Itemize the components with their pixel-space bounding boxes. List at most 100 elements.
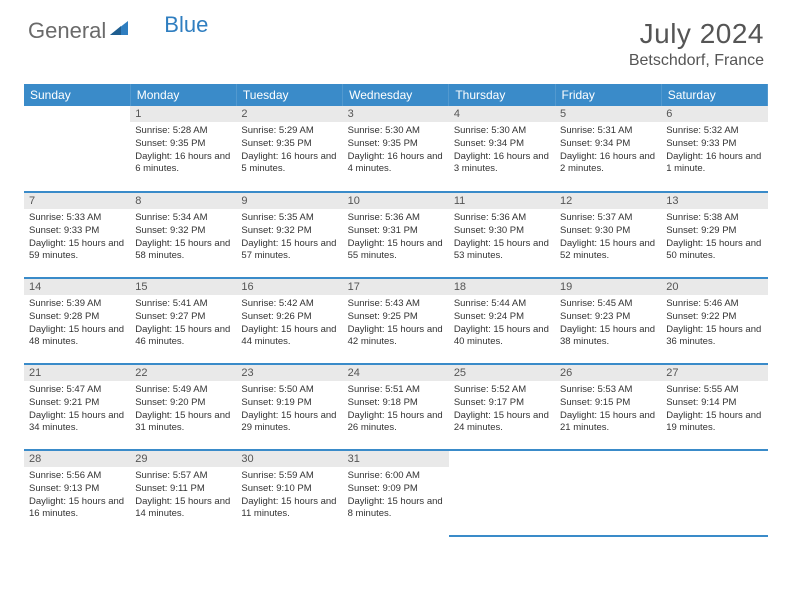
day-cell: 24Sunrise: 5:51 AMSunset: 9:18 PMDayligh… xyxy=(343,364,449,450)
logo: General Blue xyxy=(28,18,208,44)
week-row: 1Sunrise: 5:28 AMSunset: 9:35 PMDaylight… xyxy=(24,106,768,192)
day-cell: 3Sunrise: 5:30 AMSunset: 9:35 PMDaylight… xyxy=(343,106,449,192)
logo-text-blue: Blue xyxy=(164,12,208,38)
day-cell: 11Sunrise: 5:36 AMSunset: 9:30 PMDayligh… xyxy=(449,192,555,278)
day-info: Sunrise: 5:55 AMSunset: 9:14 PMDaylight:… xyxy=(661,381,767,439)
day-number: 19 xyxy=(555,279,661,295)
day-info: Sunrise: 5:36 AMSunset: 9:31 PMDaylight:… xyxy=(343,209,449,267)
day-cell: 7Sunrise: 5:33 AMSunset: 9:33 PMDaylight… xyxy=(24,192,130,278)
day-info: Sunrise: 5:53 AMSunset: 9:15 PMDaylight:… xyxy=(555,381,661,439)
week-row: 28Sunrise: 5:56 AMSunset: 9:13 PMDayligh… xyxy=(24,450,768,536)
day-number: 8 xyxy=(130,193,236,209)
day-number: 13 xyxy=(661,193,767,209)
day-cell: 5Sunrise: 5:31 AMSunset: 9:34 PMDaylight… xyxy=(555,106,661,192)
day-info: Sunrise: 5:46 AMSunset: 9:22 PMDaylight:… xyxy=(661,295,767,353)
day-info: Sunrise: 5:51 AMSunset: 9:18 PMDaylight:… xyxy=(343,381,449,439)
day-info: Sunrise: 5:39 AMSunset: 9:28 PMDaylight:… xyxy=(24,295,130,353)
day-info: Sunrise: 5:59 AMSunset: 9:10 PMDaylight:… xyxy=(236,467,342,525)
day-number: 6 xyxy=(661,106,767,122)
day-info: Sunrise: 6:00 AMSunset: 9:09 PMDaylight:… xyxy=(343,467,449,525)
day-cell: 1Sunrise: 5:28 AMSunset: 9:35 PMDaylight… xyxy=(130,106,236,192)
day-cell: 31Sunrise: 6:00 AMSunset: 9:09 PMDayligh… xyxy=(343,450,449,536)
day-cell: 9Sunrise: 5:35 AMSunset: 9:32 PMDaylight… xyxy=(236,192,342,278)
day-info: Sunrise: 5:43 AMSunset: 9:25 PMDaylight:… xyxy=(343,295,449,353)
day-cell: 26Sunrise: 5:53 AMSunset: 9:15 PMDayligh… xyxy=(555,364,661,450)
title-block: July 2024 Betschdorf, France xyxy=(629,18,764,70)
week-row: 7Sunrise: 5:33 AMSunset: 9:33 PMDaylight… xyxy=(24,192,768,278)
logo-triangle-icon xyxy=(110,15,128,41)
day-cell: 2Sunrise: 5:29 AMSunset: 9:35 PMDaylight… xyxy=(236,106,342,192)
day-number: 7 xyxy=(24,193,130,209)
day-number: 11 xyxy=(449,193,555,209)
day-header: Wednesday xyxy=(343,84,449,106)
day-number: 23 xyxy=(236,365,342,381)
day-info: Sunrise: 5:47 AMSunset: 9:21 PMDaylight:… xyxy=(24,381,130,439)
day-header: Sunday xyxy=(24,84,130,106)
day-cell: 15Sunrise: 5:41 AMSunset: 9:27 PMDayligh… xyxy=(130,278,236,364)
day-number: 17 xyxy=(343,279,449,295)
day-cell: 28Sunrise: 5:56 AMSunset: 9:13 PMDayligh… xyxy=(24,450,130,536)
day-header: Tuesday xyxy=(236,84,342,106)
day-cell: 27Sunrise: 5:55 AMSunset: 9:14 PMDayligh… xyxy=(661,364,767,450)
month-title: July 2024 xyxy=(629,18,764,50)
day-cell: 10Sunrise: 5:36 AMSunset: 9:31 PMDayligh… xyxy=(343,192,449,278)
day-info: Sunrise: 5:31 AMSunset: 9:34 PMDaylight:… xyxy=(555,122,661,180)
empty-cell xyxy=(555,450,661,536)
day-cell: 6Sunrise: 5:32 AMSunset: 9:33 PMDaylight… xyxy=(661,106,767,192)
day-info: Sunrise: 5:50 AMSunset: 9:19 PMDaylight:… xyxy=(236,381,342,439)
day-info: Sunrise: 5:41 AMSunset: 9:27 PMDaylight:… xyxy=(130,295,236,353)
empty-cell xyxy=(661,450,767,536)
location: Betschdorf, France xyxy=(629,52,764,70)
day-number: 20 xyxy=(661,279,767,295)
day-number: 15 xyxy=(130,279,236,295)
day-number: 22 xyxy=(130,365,236,381)
calendar-table: SundayMondayTuesdayWednesdayThursdayFrid… xyxy=(24,84,768,537)
day-cell: 16Sunrise: 5:42 AMSunset: 9:26 PMDayligh… xyxy=(236,278,342,364)
day-number: 26 xyxy=(555,365,661,381)
day-number: 18 xyxy=(449,279,555,295)
day-number: 24 xyxy=(343,365,449,381)
day-info: Sunrise: 5:42 AMSunset: 9:26 PMDaylight:… xyxy=(236,295,342,353)
day-number: 16 xyxy=(236,279,342,295)
day-info: Sunrise: 5:36 AMSunset: 9:30 PMDaylight:… xyxy=(449,209,555,267)
day-info: Sunrise: 5:34 AMSunset: 9:32 PMDaylight:… xyxy=(130,209,236,267)
day-info: Sunrise: 5:49 AMSunset: 9:20 PMDaylight:… xyxy=(130,381,236,439)
day-info: Sunrise: 5:38 AMSunset: 9:29 PMDaylight:… xyxy=(661,209,767,267)
day-info: Sunrise: 5:30 AMSunset: 9:34 PMDaylight:… xyxy=(449,122,555,180)
empty-cell xyxy=(24,106,130,192)
day-number: 12 xyxy=(555,193,661,209)
day-info: Sunrise: 5:57 AMSunset: 9:11 PMDaylight:… xyxy=(130,467,236,525)
day-cell: 18Sunrise: 5:44 AMSunset: 9:24 PMDayligh… xyxy=(449,278,555,364)
day-info: Sunrise: 5:33 AMSunset: 9:33 PMDaylight:… xyxy=(24,209,130,267)
week-row: 14Sunrise: 5:39 AMSunset: 9:28 PMDayligh… xyxy=(24,278,768,364)
day-number: 10 xyxy=(343,193,449,209)
day-info: Sunrise: 5:30 AMSunset: 9:35 PMDaylight:… xyxy=(343,122,449,180)
day-info: Sunrise: 5:52 AMSunset: 9:17 PMDaylight:… xyxy=(449,381,555,439)
day-number: 28 xyxy=(24,451,130,467)
day-cell: 8Sunrise: 5:34 AMSunset: 9:32 PMDaylight… xyxy=(130,192,236,278)
day-info: Sunrise: 5:44 AMSunset: 9:24 PMDaylight:… xyxy=(449,295,555,353)
day-number: 5 xyxy=(555,106,661,122)
day-number: 3 xyxy=(343,106,449,122)
day-number: 31 xyxy=(343,451,449,467)
day-number: 14 xyxy=(24,279,130,295)
day-number: 29 xyxy=(130,451,236,467)
day-cell: 12Sunrise: 5:37 AMSunset: 9:30 PMDayligh… xyxy=(555,192,661,278)
day-info: Sunrise: 5:29 AMSunset: 9:35 PMDaylight:… xyxy=(236,122,342,180)
day-number: 4 xyxy=(449,106,555,122)
day-cell: 21Sunrise: 5:47 AMSunset: 9:21 PMDayligh… xyxy=(24,364,130,450)
day-number: 2 xyxy=(236,106,342,122)
day-cell: 30Sunrise: 5:59 AMSunset: 9:10 PMDayligh… xyxy=(236,450,342,536)
day-cell: 23Sunrise: 5:50 AMSunset: 9:19 PMDayligh… xyxy=(236,364,342,450)
day-cell: 19Sunrise: 5:45 AMSunset: 9:23 PMDayligh… xyxy=(555,278,661,364)
day-info: Sunrise: 5:28 AMSunset: 9:35 PMDaylight:… xyxy=(130,122,236,180)
day-number: 27 xyxy=(661,365,767,381)
day-cell: 25Sunrise: 5:52 AMSunset: 9:17 PMDayligh… xyxy=(449,364,555,450)
day-cell: 20Sunrise: 5:46 AMSunset: 9:22 PMDayligh… xyxy=(661,278,767,364)
day-header: Thursday xyxy=(449,84,555,106)
day-number: 25 xyxy=(449,365,555,381)
day-number: 30 xyxy=(236,451,342,467)
day-number: 21 xyxy=(24,365,130,381)
day-header: Saturday xyxy=(661,84,767,106)
day-info: Sunrise: 5:37 AMSunset: 9:30 PMDaylight:… xyxy=(555,209,661,267)
